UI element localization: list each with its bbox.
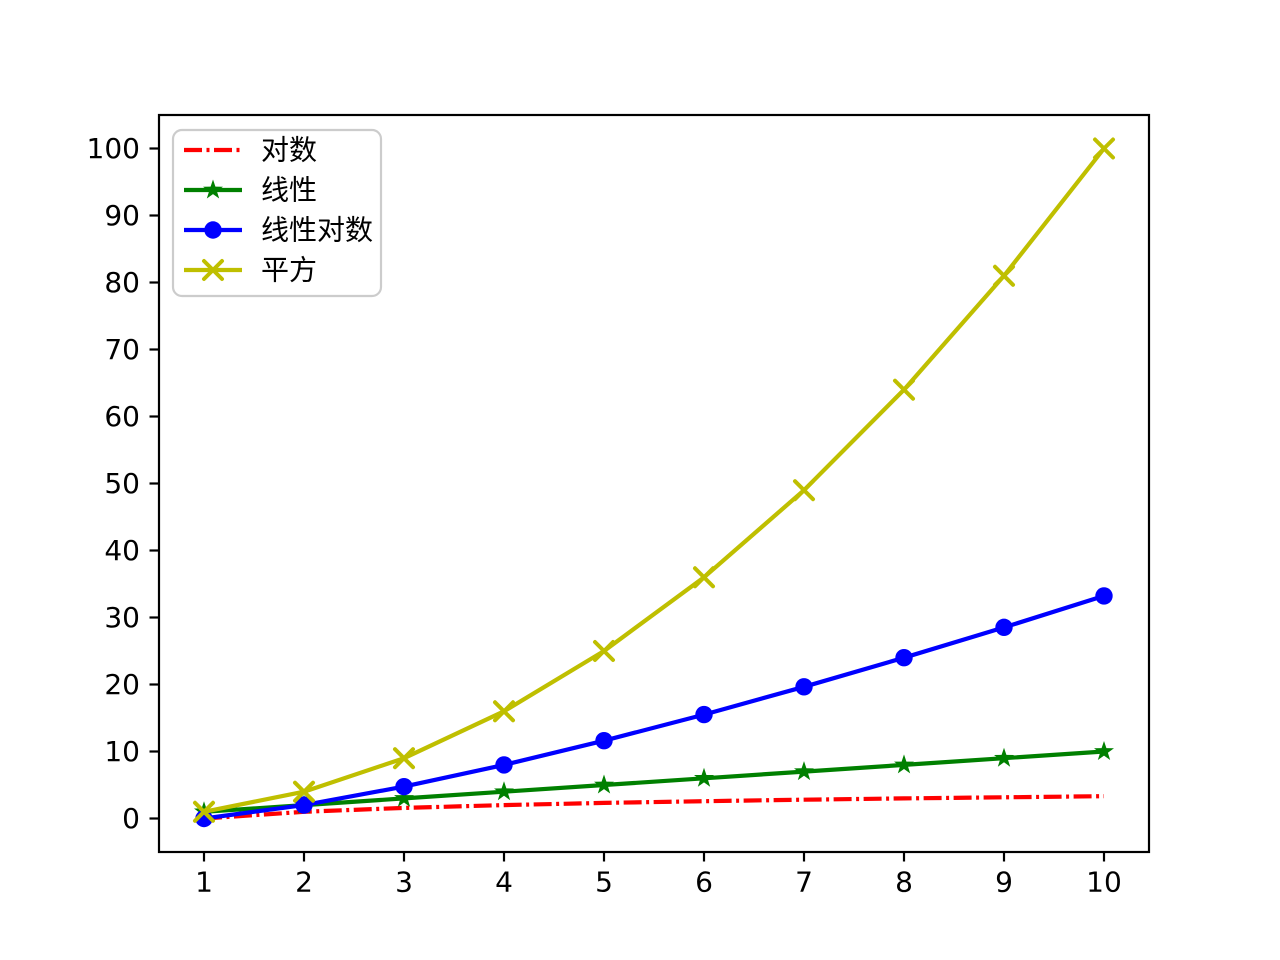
- series-line-2: [203, 593, 1105, 821]
- y-tick-label: 70: [104, 333, 140, 366]
- circle-marker: [395, 777, 413, 796]
- x-marker: [393, 747, 415, 770]
- series-0: [203, 794, 1105, 821]
- circle-marker: [895, 649, 913, 667]
- circle-marker: [495, 756, 513, 774]
- legend-label: 线性对数: [261, 214, 373, 247]
- y-axis: 0 10 20 30 40 50 60 70 80 90 100: [87, 132, 159, 835]
- x-tick-label: 6: [695, 866, 713, 899]
- legend-label: 对数: [261, 134, 317, 167]
- y-tick-label: 60: [104, 400, 140, 433]
- series-3: [193, 137, 1115, 823]
- x-tick-label: 10: [1086, 866, 1122, 899]
- circle-marker: [295, 796, 313, 814]
- circle-marker: [1095, 587, 1113, 605]
- x-marker: [993, 264, 1015, 287]
- x-marker: [893, 378, 915, 401]
- x-tick-label: 5: [595, 866, 613, 899]
- y-tick-label: 10: [104, 735, 140, 768]
- x-tick-label: 1: [195, 866, 213, 899]
- series-line-3: [203, 147, 1106, 814]
- legend-item-1: 线性: [184, 174, 317, 207]
- y-tick-label: 20: [104, 668, 140, 701]
- circle-marker: [995, 618, 1013, 637]
- legend-label: 平方: [261, 254, 317, 287]
- series-line-0: [203, 794, 1105, 821]
- x-marker: [193, 800, 215, 823]
- x-tick-label: 9: [995, 866, 1013, 899]
- y-tick-label: 100: [87, 132, 140, 165]
- star-marker: [203, 179, 223, 199]
- x-marker: [202, 259, 224, 281]
- legend-item-0: 对数: [184, 134, 317, 167]
- star-marker: [994, 747, 1014, 767]
- x-tick-label: 4: [495, 866, 513, 899]
- y-tick-label: 0: [122, 802, 140, 835]
- legend-item-2: 线性对数: [184, 214, 373, 247]
- y-tick-label: 50: [104, 467, 140, 500]
- x-tick-label: 8: [895, 866, 913, 899]
- star-marker: [694, 767, 714, 787]
- x-tick-label: 3: [395, 866, 413, 899]
- star-marker: [794, 761, 814, 781]
- circle-marker: [795, 678, 813, 696]
- y-tick-label: 30: [104, 601, 140, 634]
- x-tick-label: 7: [795, 866, 813, 899]
- series-line-1: [203, 749, 1105, 814]
- y-tick-label: 80: [104, 266, 140, 299]
- x-marker: [1093, 137, 1115, 160]
- legend-box: [171, 128, 383, 298]
- legend-label: 线性: [261, 174, 317, 207]
- x-marker: [793, 479, 815, 502]
- circle-marker: [204, 221, 222, 239]
- circle-marker: [595, 732, 613, 750]
- x-tick-label: 2: [295, 866, 313, 899]
- axes-frame: [157, 113, 1151, 854]
- y-tick-label: 40: [104, 534, 140, 567]
- star-marker: [394, 787, 414, 807]
- x-axis: 1 2 3 4 5 6 7 8 9 10: [195, 852, 1122, 899]
- circle-marker: [695, 705, 713, 724]
- x-marker: [693, 566, 715, 589]
- star-marker: [1094, 741, 1114, 760]
- star-marker: [494, 781, 514, 801]
- series-2: [195, 587, 1113, 828]
- x-marker: [493, 700, 515, 723]
- y-tick-label: 90: [104, 199, 140, 232]
- star-marker: [894, 754, 914, 774]
- series-1: [194, 741, 1114, 821]
- star-marker: [594, 774, 614, 794]
- legend-item-3: 平方: [184, 254, 317, 287]
- x-marker: [293, 780, 315, 803]
- x-marker: [593, 640, 615, 662]
